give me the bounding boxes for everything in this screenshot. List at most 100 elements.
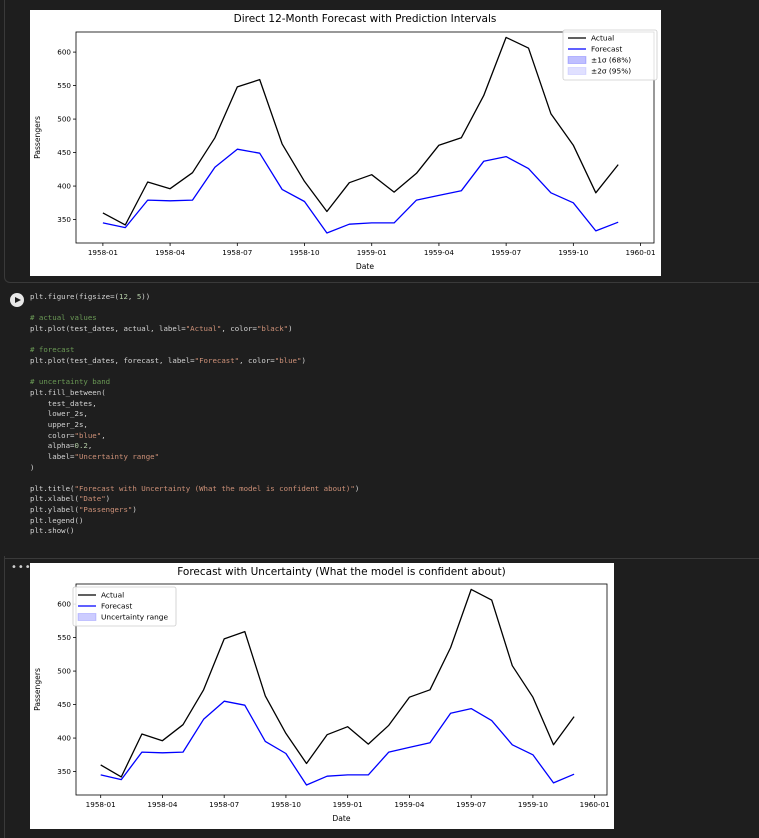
- legend-label: Actual: [591, 34, 614, 43]
- code-token: plt.plot(test_dates, forecast, label=: [30, 355, 195, 365]
- run-cell-button[interactable]: [10, 293, 24, 307]
- code-line: alpha=0.2,: [30, 441, 93, 451]
- code-line: plt.title("Forecast with Uncertainty (Wh…: [30, 484, 359, 493]
- code-token: "Uncertainty range": [74, 451, 160, 461]
- code-line: plt.figure(figsize=(12, 5)): [30, 292, 150, 301]
- code-token: 5: [136, 292, 142, 301]
- legend-label: Actual: [101, 591, 124, 600]
- code-token: "black": [256, 323, 289, 333]
- y-tick-label: 450: [57, 148, 71, 157]
- code-line: lower_2s,: [30, 409, 88, 418]
- series-line-forecast: [100, 700, 575, 786]
- figure-2: Forecast with Uncertainty (What the mode…: [30, 563, 614, 829]
- x-axis-label: Date: [356, 262, 374, 271]
- y-axis-label: Passengers: [33, 668, 42, 711]
- y-axis-label: Passengers: [33, 116, 42, 159]
- code-line: label="Uncertainty range": [30, 452, 159, 461]
- code-token: ): [132, 505, 137, 515]
- y-tick-label: 550: [57, 633, 71, 642]
- code-token: 0.2: [74, 441, 88, 451]
- code-token: plt.ylabel(: [30, 505, 79, 515]
- series-line-actual: [102, 36, 619, 226]
- x-tick-label: 1959-10: [558, 248, 588, 257]
- code-token: ): [30, 462, 35, 472]
- code-token: "Date": [78, 494, 106, 504]
- code-line: plt.show(): [30, 526, 75, 535]
- code-token: 12: [119, 292, 128, 301]
- code-line: plt.fill_between(: [30, 388, 106, 397]
- x-tick-label: 1959-10: [518, 800, 548, 809]
- legend-label: Uncertainty range: [101, 613, 168, 622]
- code-line: upper_2s,: [30, 420, 88, 429]
- code-token: "blue": [274, 355, 302, 365]
- code-token: # actual values: [30, 313, 97, 323]
- x-tick-label: 1960-01: [626, 248, 656, 257]
- code-line: # uncertainty band: [30, 377, 110, 386]
- code-line: plt.xlabel("Date"): [30, 494, 110, 503]
- code-line: # forecast: [30, 345, 75, 354]
- code-line: plt.ylabel("Passengers"): [30, 505, 137, 514]
- output-cell-1: Direct 12-Month Forecast with Prediction…: [4, 0, 759, 283]
- code-cell[interactable]: plt.figure(figsize=(12, 5)) # actual val…: [4, 287, 759, 550]
- x-tick-label: 1958-01: [86, 800, 116, 809]
- plot-area-frame: [75, 31, 655, 244]
- code-token: plt.show(): [30, 526, 75, 536]
- y-tick-label: 500: [57, 115, 71, 124]
- code-token: )): [141, 292, 151, 301]
- chart-title: Forecast with Uncertainty (What the mode…: [177, 566, 506, 578]
- y-tick-label: 600: [57, 48, 71, 57]
- x-tick-label: 1959-04: [394, 800, 424, 809]
- series-line-forecast: [102, 148, 619, 234]
- chart-title: Direct 12-Month Forecast with Prediction…: [234, 13, 497, 25]
- code-token: ,: [127, 292, 137, 301]
- series-line-actual: [100, 588, 575, 778]
- y-tick-label: 350: [57, 215, 71, 224]
- code-line: # actual values: [30, 313, 97, 322]
- code-token: ): [105, 494, 111, 504]
- code-line: plt.plot(test_dates, forecast, label="Fo…: [30, 356, 306, 365]
- x-tick-label: 1959-04: [424, 248, 454, 257]
- output-cell-2: ••• Forecast with Uncertainty (What the …: [4, 556, 759, 838]
- code-token: plt.fill_between(: [30, 387, 106, 397]
- legend-swatch-patch: [567, 56, 587, 64]
- x-tick-label: 1958-10: [289, 248, 319, 257]
- code-token: plt.plot(test_dates, actual, label=: [30, 323, 186, 333]
- legend-label: Forecast: [101, 602, 132, 611]
- y-tick-label: 350: [57, 767, 71, 776]
- output-menu-icon[interactable]: •••: [11, 562, 32, 573]
- y-tick-label: 600: [57, 600, 71, 609]
- legend-box: [72, 586, 177, 627]
- y-tick-label: 550: [57, 81, 71, 90]
- code-line: test_dates,: [30, 399, 97, 408]
- code-token: lower_2s,: [30, 409, 88, 419]
- x-tick-label: 1959-01: [357, 248, 387, 257]
- legend-label: ±2σ (95%): [591, 67, 631, 76]
- x-tick-label: 1958-10: [271, 800, 301, 809]
- x-tick-label: 1959-01: [333, 800, 363, 809]
- y-tick-label: 450: [57, 700, 71, 709]
- code-line: plt.legend(): [30, 516, 83, 525]
- code-token: # uncertainty band: [30, 377, 111, 387]
- plot-area-frame: [75, 583, 608, 796]
- x-axis-label: Date: [332, 814, 350, 823]
- code-token: ): [288, 323, 293, 333]
- x-tick-label: 1959-07: [456, 800, 486, 809]
- legend-swatch-patch: [77, 613, 97, 621]
- code-token: ): [301, 355, 306, 365]
- x-tick-label: 1958-04: [155, 248, 185, 257]
- legend-label: Forecast: [591, 45, 622, 54]
- x-tick-label: 1958-04: [147, 800, 177, 809]
- code-token: "Passengers": [78, 505, 133, 515]
- x-tick-label: 1958-07: [222, 248, 252, 257]
- code-editor[interactable]: plt.figure(figsize=(12, 5)) # actual val…: [30, 292, 359, 537]
- chart-prediction-intervals: Direct 12-Month Forecast with Prediction…: [33, 13, 658, 271]
- code-token: "Forecast": [194, 355, 240, 365]
- code-line: plt.plot(test_dates, actual, label="Actu…: [30, 324, 293, 333]
- legend-box: [562, 29, 658, 81]
- code-token: ,: [101, 430, 106, 440]
- code-token: alpha=: [30, 441, 75, 451]
- code-token: upper_2s,: [30, 419, 88, 429]
- code-token: ): [354, 483, 360, 493]
- code-token: plt.xlabel(: [30, 494, 79, 504]
- x-tick-label: 1958-07: [209, 800, 239, 809]
